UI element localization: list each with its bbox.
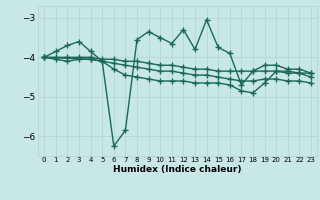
- X-axis label: Humidex (Indice chaleur): Humidex (Indice chaleur): [113, 165, 242, 174]
